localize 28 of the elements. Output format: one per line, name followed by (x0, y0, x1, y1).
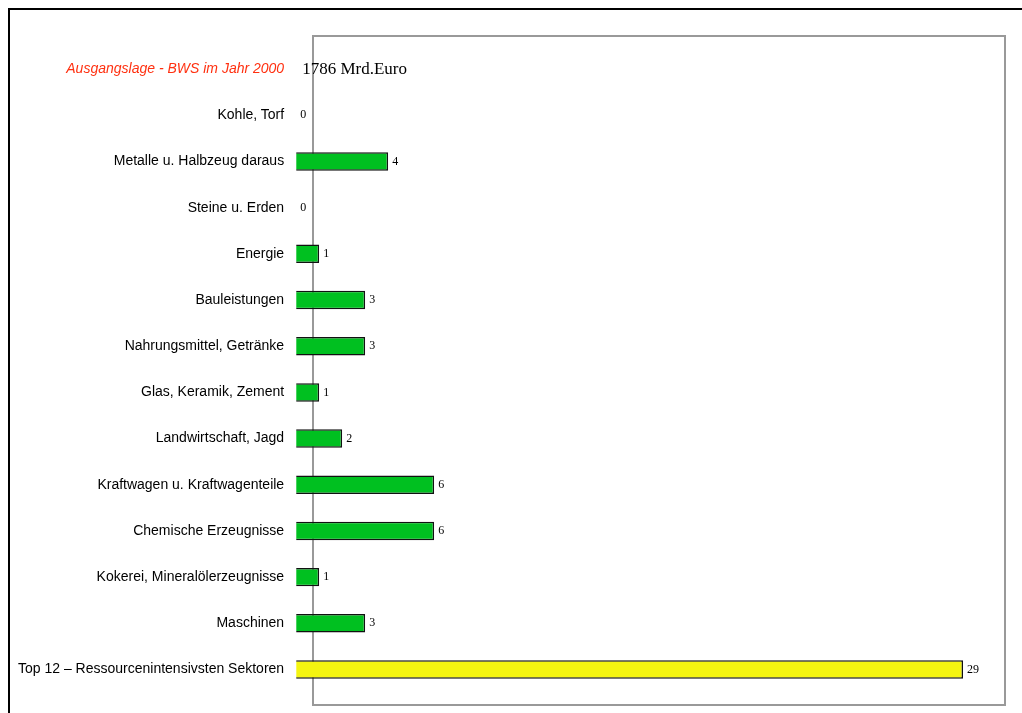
data-label: 6 (438, 523, 445, 538)
y-tick-label: Ausgangslage - BWS im Jahr 2000 (65, 59, 285, 76)
data-label: 1 (323, 245, 330, 260)
data-label: 4 (392, 153, 399, 168)
y-tick-label: Kokerei, Mineralölerzeugnisse (96, 568, 285, 584)
data-label: 2 (346, 430, 353, 445)
y-tick-label: Steine u. Erden (187, 198, 285, 215)
y-tick-label: Bauleistungen (195, 290, 285, 307)
text: 1786 Mrd.Euro (302, 58, 407, 78)
y-tick-label: Glas, Keramik, Zement (141, 383, 285, 400)
y-tick-label: Top 12 – Ressourcenintensivsten Sektoren (17, 660, 285, 677)
y-tick-label: Chemische Erzeugnisse (133, 521, 285, 538)
y-tick-label: Metalle u. Halbzeug daraus (113, 152, 285, 169)
y-tick-label: Kohle, Torf (217, 106, 285, 123)
data-label: 3 (369, 615, 376, 630)
y-tick-label: Maschinen (216, 614, 285, 631)
data-label: 3 (369, 292, 376, 307)
data-label: 1 (323, 569, 330, 584)
data-label: 6 (438, 476, 445, 491)
y-tick-label: Energie (235, 244, 285, 261)
data-label: 29 (967, 661, 980, 676)
data-label: 0 (300, 107, 307, 122)
data-label: 3 (369, 338, 376, 353)
y-tick-label: Nahrungsmittel, Getränke (124, 337, 285, 354)
y-tick-label: Landwirtschaft, Jagd (155, 429, 285, 446)
data-label: 1 (323, 384, 330, 399)
data-label: 0 (300, 199, 307, 214)
y-tick-label: Kraftwagen u. Kraftwagenteile (97, 475, 285, 492)
